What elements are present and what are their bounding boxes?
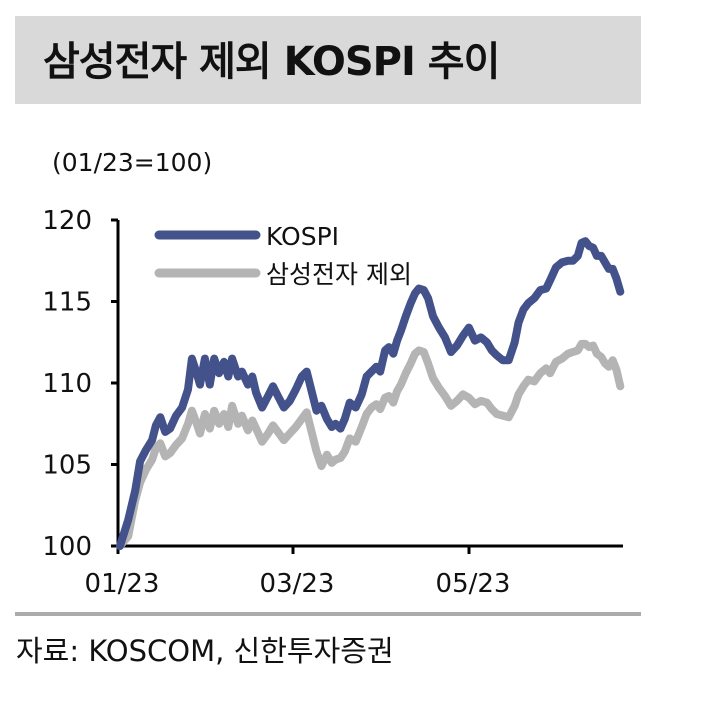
source-divider <box>15 612 641 616</box>
y-axis: 100 105 110 115 120 <box>42 206 120 562</box>
legend-ex-samsung-label: 삼성전자 제외 <box>266 260 412 289</box>
x-tick-label: 03/23 <box>260 569 335 599</box>
chart-title: 삼성전자 제외 KOSPI 추이 <box>43 39 500 85</box>
ex-samsung-line <box>116 339 625 550</box>
y-tick-label: 115 <box>42 288 92 318</box>
chart-series <box>116 237 625 550</box>
title-banner: 삼성전자 제외 KOSPI 추이 <box>15 16 641 104</box>
x-tick-label: 01/23 <box>85 569 160 599</box>
y-tick-label: 100 <box>42 532 92 562</box>
source-note: 자료: KOSCOM, 신한투자증권 <box>16 634 394 668</box>
legend-kospi-label: KOSPI <box>266 222 339 251</box>
y-tick-label: 120 <box>42 206 92 236</box>
kospi-line <box>116 237 625 550</box>
unit-label: (01/23=100) <box>52 148 213 177</box>
chart-legend: KOSPI 삼성전자 제외 <box>154 222 412 289</box>
x-axis: 01/23 03/23 05/23 <box>85 544 623 599</box>
x-tick-label: 05/23 <box>436 569 511 599</box>
y-tick-label: 105 <box>42 451 92 481</box>
y-tick-label: 110 <box>42 369 92 399</box>
